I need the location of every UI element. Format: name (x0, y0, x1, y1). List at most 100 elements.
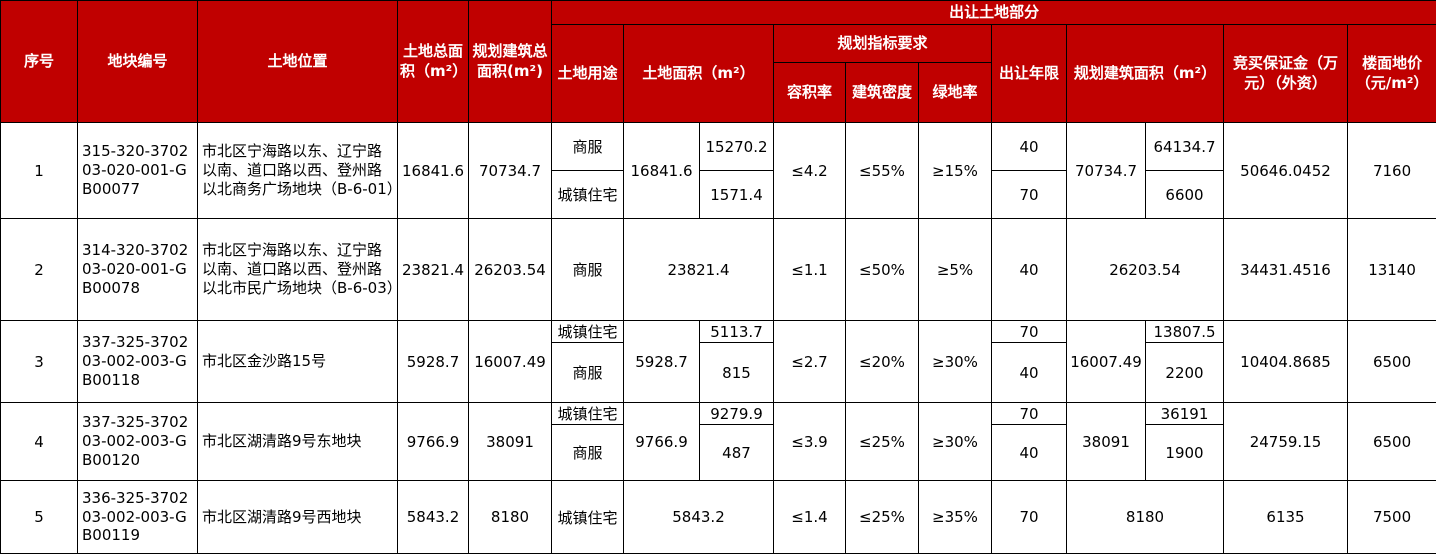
cell-land-area-sub: 1571.4 (699, 170, 774, 219)
cell-seq: 2 (0, 218, 78, 321)
cell-seq: 3 (0, 320, 78, 403)
cell-years: 40 (991, 342, 1067, 403)
cell-use: 城镇住宅 (551, 402, 624, 425)
cell-far: ≤1.1 (773, 218, 846, 321)
cell-plan-build: 38091 (1066, 402, 1146, 481)
cell-seq: 1 (0, 122, 78, 219)
cell-total-build: 16007.49 (468, 320, 552, 403)
cell-use: 城镇住宅 (551, 320, 624, 343)
cell-plot-no: 315-320-370203-020-001-GB00077 (77, 122, 198, 219)
cell-location: 市北区湖清路9号西地块 (197, 480, 398, 554)
header-planning: 规划指标要求 (773, 24, 992, 63)
cell-plan-build-sub: 1900 (1145, 424, 1224, 481)
cell-location: 市北区湖清路9号东地块 (197, 402, 398, 481)
table-row-sub: 城镇住宅 1571.4 70 6600 (1, 170, 1436, 219)
cell-floor-price: 13140 (1346, 218, 1436, 321)
cell-years: 40 (991, 122, 1067, 171)
cell-deposit: 34431.4516 (1223, 218, 1348, 321)
cell-years: 70 (991, 480, 1067, 554)
cell-land-area: 23821.4 (623, 218, 774, 321)
cell-land-area-sub: 5113.7 (699, 320, 774, 343)
cell-use: 商服 (551, 218, 624, 321)
cell-land-area-sub: 815 (699, 342, 774, 403)
cell-location: 市北区宁海路以东、辽宁路以南、道口路以西、登州路以北市民广场地块（B-6-03） (197, 218, 398, 321)
cell-density: ≤25% (845, 480, 919, 554)
cell-plan-build-sub: 64134.7 (1145, 122, 1224, 171)
cell-land-area: 5843.2 (623, 480, 774, 554)
cell-density: ≤50% (845, 218, 919, 321)
cell-far: ≤3.9 (773, 402, 846, 481)
cell-use: 商服 (551, 122, 624, 171)
header-green: 绿地率 (918, 62, 992, 123)
cell-total-area: 16841.6 (397, 122, 469, 219)
cell-years: 70 (991, 170, 1067, 219)
header-deposit: 竞买保证金（万元）（外资） (1223, 24, 1348, 123)
cell-total-build: 26203.54 (468, 218, 552, 321)
cell-deposit: 50646.0452 (1223, 122, 1348, 219)
cell-floor-price: 6500 (1346, 402, 1436, 481)
header-use: 土地用途 (551, 24, 624, 123)
cell-density: ≤20% (845, 320, 919, 403)
header-far: 容积率 (773, 62, 846, 123)
cell-plan-build: 16007.49 (1066, 320, 1146, 403)
cell-green: ≥5% (918, 218, 992, 321)
header-seq: 序号 (0, 0, 78, 123)
header-land-area: 土地面积（m²） (623, 24, 774, 123)
cell-density: ≤25% (845, 402, 919, 481)
cell-land-area-sub: 15270.2 (699, 122, 774, 171)
header-plot-no: 地块编号 (77, 0, 198, 123)
header-total-build: 规划建筑总面积(m²) (468, 0, 552, 123)
cell-far: ≤1.4 (773, 480, 846, 554)
cell-plan-build-sub: 2200 (1145, 342, 1224, 403)
cell-plan-build: 8180 (1066, 480, 1224, 554)
cell-location: 市北区宁海路以东、辽宁路以南、道口路以西、登州路以北商务广场地块（B-6-01） (197, 122, 398, 219)
header-density: 建筑密度 (845, 62, 919, 123)
cell-deposit: 24759.15 (1223, 402, 1348, 481)
cell-plot-no: 314-320-370203-020-001-GB00078 (77, 218, 198, 321)
cell-seq: 5 (0, 480, 78, 554)
header-floor-price: 楼面地价（元/m²） (1346, 24, 1436, 123)
cell-use: 城镇住宅 (551, 170, 624, 219)
cell-deposit: 10404.8685 (1223, 320, 1348, 403)
table-row-sub: 商服 815 40 2200 (1, 342, 1436, 403)
cell-years: 70 (991, 320, 1067, 343)
cell-total-build: 70734.7 (468, 122, 552, 219)
cell-green: ≥30% (918, 320, 992, 403)
cell-plan-build-sub: 13807.5 (1145, 320, 1224, 343)
table-row: 3 337-325-370203-002-003-GB00118 市北区金沙路1… (0, 320, 1436, 403)
table-row: 5 336-325-370203-002-003-GB00119 市北区湖清路9… (0, 480, 1436, 554)
cell-total-area: 5843.2 (397, 480, 469, 554)
cell-density: ≤55% (845, 122, 919, 219)
cell-years: 70 (991, 402, 1067, 425)
cell-plan-build: 26203.54 (1066, 218, 1224, 321)
cell-total-area: 23821.4 (397, 218, 469, 321)
cell-green: ≥30% (918, 402, 992, 481)
table-row-sub: 商服 487 40 1900 (1, 424, 1436, 481)
cell-land-area-sub: 487 (699, 424, 774, 481)
table-row: 1 315-320-370203-020-001-GB00077 市北区宁海路以… (0, 122, 1436, 219)
cell-plan-build-sub: 6600 (1145, 170, 1224, 219)
table-row: 4 337-325-370203-002-003-GB00120 市北区湖清路9… (0, 402, 1436, 481)
cell-total-area: 9766.9 (397, 402, 469, 481)
cell-floor-price: 7160 (1346, 122, 1436, 219)
cell-total-build: 8180 (468, 480, 552, 554)
cell-floor-price: 6500 (1346, 320, 1436, 403)
cell-plot-no: 336-325-370203-002-003-GB00119 (77, 480, 198, 554)
cell-years: 40 (991, 218, 1067, 321)
cell-total-area: 5928.7 (397, 320, 469, 403)
header-total-area: 土地总面积（m²） (397, 0, 469, 123)
header-years: 出让年限 (991, 24, 1067, 123)
cell-total-build: 38091 (468, 402, 552, 481)
header-transfer-part: 出让土地部分 (550, 0, 1436, 25)
cell-far: ≤4.2 (773, 122, 846, 219)
cell-use: 城镇住宅 (551, 480, 624, 554)
header-plan-build: 规划建筑面积（m²） (1066, 24, 1224, 123)
cell-floor-price: 7500 (1346, 480, 1436, 554)
table-row: 2 314-320-370203-020-001-GB00078 市北区宁海路以… (0, 218, 1436, 321)
cell-plan-build-sub: 36191 (1145, 402, 1224, 425)
cell-far: ≤2.7 (773, 320, 846, 403)
cell-deposit: 6135 (1223, 480, 1348, 554)
cell-years: 40 (991, 424, 1067, 481)
cell-land-area: 9766.9 (623, 402, 700, 481)
